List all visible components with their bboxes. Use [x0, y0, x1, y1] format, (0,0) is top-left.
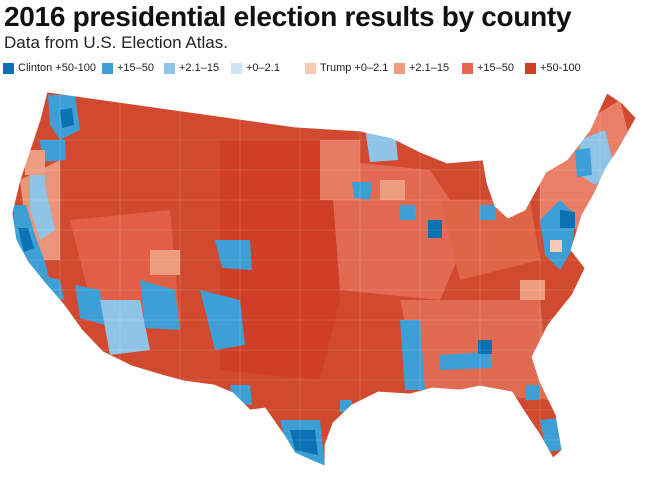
- legend-item-trump-2-15: +2.1–15: [394, 60, 449, 76]
- region-lake-erie-shore: [500, 195, 515, 208]
- region-nevada: [75, 285, 105, 325]
- region-black-belt: [440, 352, 492, 370]
- legend-swatch: [102, 62, 113, 74]
- region-atlanta: [478, 340, 492, 354]
- region-orlando: [525, 385, 540, 400]
- legend-item-trump-15-50: +15–50: [462, 60, 514, 76]
- region-chicago: [428, 220, 442, 238]
- region-upper-midwest: [380, 180, 405, 200]
- county-lines-horizontal: [12, 139, 636, 441]
- region-southeast: [400, 300, 550, 400]
- legend-label: Trump +0–2.1: [320, 62, 389, 74]
- legend-item-clinton-15-50: +15–50: [102, 60, 154, 76]
- legend-label: +15–50: [117, 62, 155, 74]
- legend-item-trump-50-100: +50-100: [525, 60, 581, 76]
- legend-item-clinton-0-2: +0–2.1: [231, 60, 280, 76]
- legend-swatch: [164, 62, 175, 74]
- region-arizona-south: [100, 300, 150, 355]
- region-north-carolina: [520, 280, 545, 300]
- map-land: [12, 92, 636, 466]
- region-colorado-front-range: [215, 240, 252, 270]
- region-madison: [400, 205, 415, 220]
- region-northern-california: [25, 150, 45, 175]
- region-mid-atlantic: [550, 240, 562, 252]
- legend-label: +2.1–15: [409, 62, 450, 74]
- county-lines: [12, 92, 636, 466]
- region-detroit: [480, 205, 495, 220]
- region-south-florida: [540, 418, 562, 452]
- county-map: [11, 91, 637, 467]
- legend-label: +50-100: [540, 62, 581, 74]
- region-new-mexico: [200, 290, 245, 350]
- region-mississippi-delta: [400, 320, 425, 390]
- legend-item-clinton-50-100: Clinton +50-100: [3, 60, 96, 76]
- legend-item-clinton-2-15: +2.1–15: [164, 60, 219, 76]
- map-subtitle: Data from U.S. Election Atlas.: [4, 33, 228, 52]
- legend-label: Clinton +50-100: [18, 62, 96, 74]
- legend-swatch: [231, 62, 242, 74]
- legend-label: +0–2.1: [246, 62, 280, 74]
- legend-label: +15–50: [477, 62, 515, 74]
- legend-swatch: [3, 62, 14, 74]
- region-new-york-city: [560, 210, 575, 228]
- legend-swatch: [305, 62, 316, 74]
- region-upper-plains: [320, 140, 360, 200]
- region-central-plains: [220, 140, 340, 380]
- us-outline: [11, 91, 637, 467]
- region-central-valley: [30, 180, 55, 240]
- map-title: 2016 presidential election results by co…: [4, 1, 572, 32]
- region-twin-cities: [352, 182, 372, 200]
- region-south-texas-border: [290, 430, 318, 455]
- region-vermont: [575, 148, 592, 177]
- legend-label: +2.1–15: [179, 62, 220, 74]
- region-el-paso: [230, 385, 252, 405]
- legend: Clinton +50-100 +15–50 +2.1–15 +0–2.1 Tr…: [3, 60, 643, 76]
- region-navajo-nation: [140, 280, 180, 330]
- region-southwest-plateau: [150, 250, 180, 275]
- legend-swatch: [462, 62, 473, 74]
- legend-swatch: [525, 62, 536, 74]
- region-bay-area: [18, 228, 34, 252]
- legend-swatch: [394, 62, 405, 74]
- clinton-regions: [14, 95, 615, 465]
- region-portland: [40, 140, 66, 162]
- region-ohio-valley: [440, 200, 540, 280]
- region-seattle: [60, 108, 74, 128]
- county-lines-vertical: [59, 92, 601, 466]
- legend-item-trump-0-2: Trump +0–2.1: [305, 60, 388, 76]
